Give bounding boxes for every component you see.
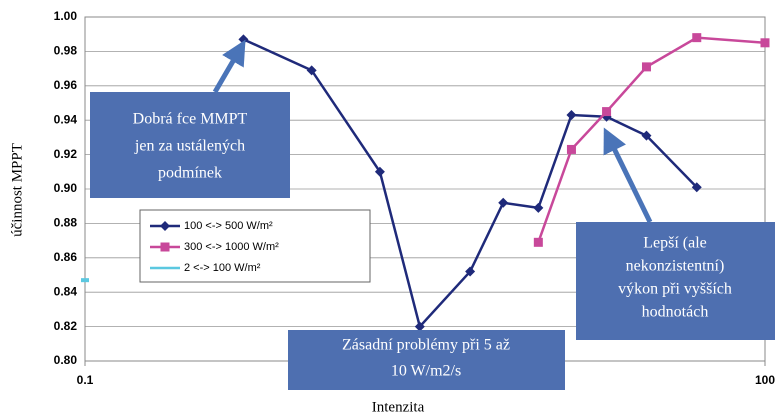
callout-text: Lepší (ale <box>643 235 707 252</box>
point <box>641 130 652 141</box>
point <box>498 197 509 208</box>
callout-arrow <box>603 127 653 224</box>
point <box>533 202 544 213</box>
point <box>81 278 89 283</box>
series-line <box>537 36 766 243</box>
point <box>566 110 577 121</box>
callout-box <box>90 92 290 198</box>
x-axis-title: Intenzita <box>372 399 425 415</box>
point <box>533 237 543 247</box>
point <box>602 107 612 117</box>
y-tick-label: 1.00 <box>54 9 78 23</box>
callout-text: Dobrá fce MMPT <box>133 111 248 128</box>
y-tick-label: 0.88 <box>54 216 78 230</box>
x-tick-label: 0.1 <box>77 373 94 387</box>
callout-text: jen za ustálených <box>134 138 245 155</box>
callout-text: Zásadní problémy při 5 až <box>342 337 510 354</box>
legend-label: 100 <-> 500 W/m² <box>184 220 273 232</box>
callout-box <box>576 222 775 340</box>
callout-arrow <box>212 39 246 94</box>
point <box>691 182 702 193</box>
y-tick-label: 0.98 <box>54 44 78 58</box>
y-tick-label: 0.80 <box>54 353 78 367</box>
point <box>465 266 476 277</box>
point <box>306 65 317 76</box>
callout-text: nekonzistentní) <box>626 258 725 275</box>
y-tick-label: 0.90 <box>54 181 78 195</box>
callout-text: hodnotách <box>642 304 709 321</box>
point <box>760 38 770 48</box>
y-tick-label: 0.86 <box>54 250 78 264</box>
legend-marker <box>160 221 170 231</box>
y-tick-label: 0.96 <box>54 78 78 92</box>
legend-label: 2 <-> 100 W/m² <box>184 262 261 274</box>
callout-text: podmínek <box>158 165 222 182</box>
callout-box <box>288 330 565 390</box>
y-axis-title: účinnost MPPT <box>9 143 25 237</box>
y-tick-label: 0.94 <box>54 112 78 126</box>
y-tick-label: 0.92 <box>54 147 78 161</box>
point <box>566 144 576 154</box>
callout-text: 10 W/m2/s <box>391 363 461 380</box>
legend-label: 300 <-> 1000 W/m² <box>184 241 279 253</box>
legend-marker <box>160 242 170 252</box>
point <box>374 166 385 177</box>
point <box>238 34 249 45</box>
callout-text: výkon při vyšších <box>618 281 732 298</box>
y-tick-label: 0.84 <box>54 284 78 298</box>
y-tick-label: 0.82 <box>54 319 78 333</box>
x-tick-label: 100 <box>755 373 775 387</box>
point <box>692 33 702 43</box>
point <box>414 321 425 332</box>
point <box>641 62 651 72</box>
